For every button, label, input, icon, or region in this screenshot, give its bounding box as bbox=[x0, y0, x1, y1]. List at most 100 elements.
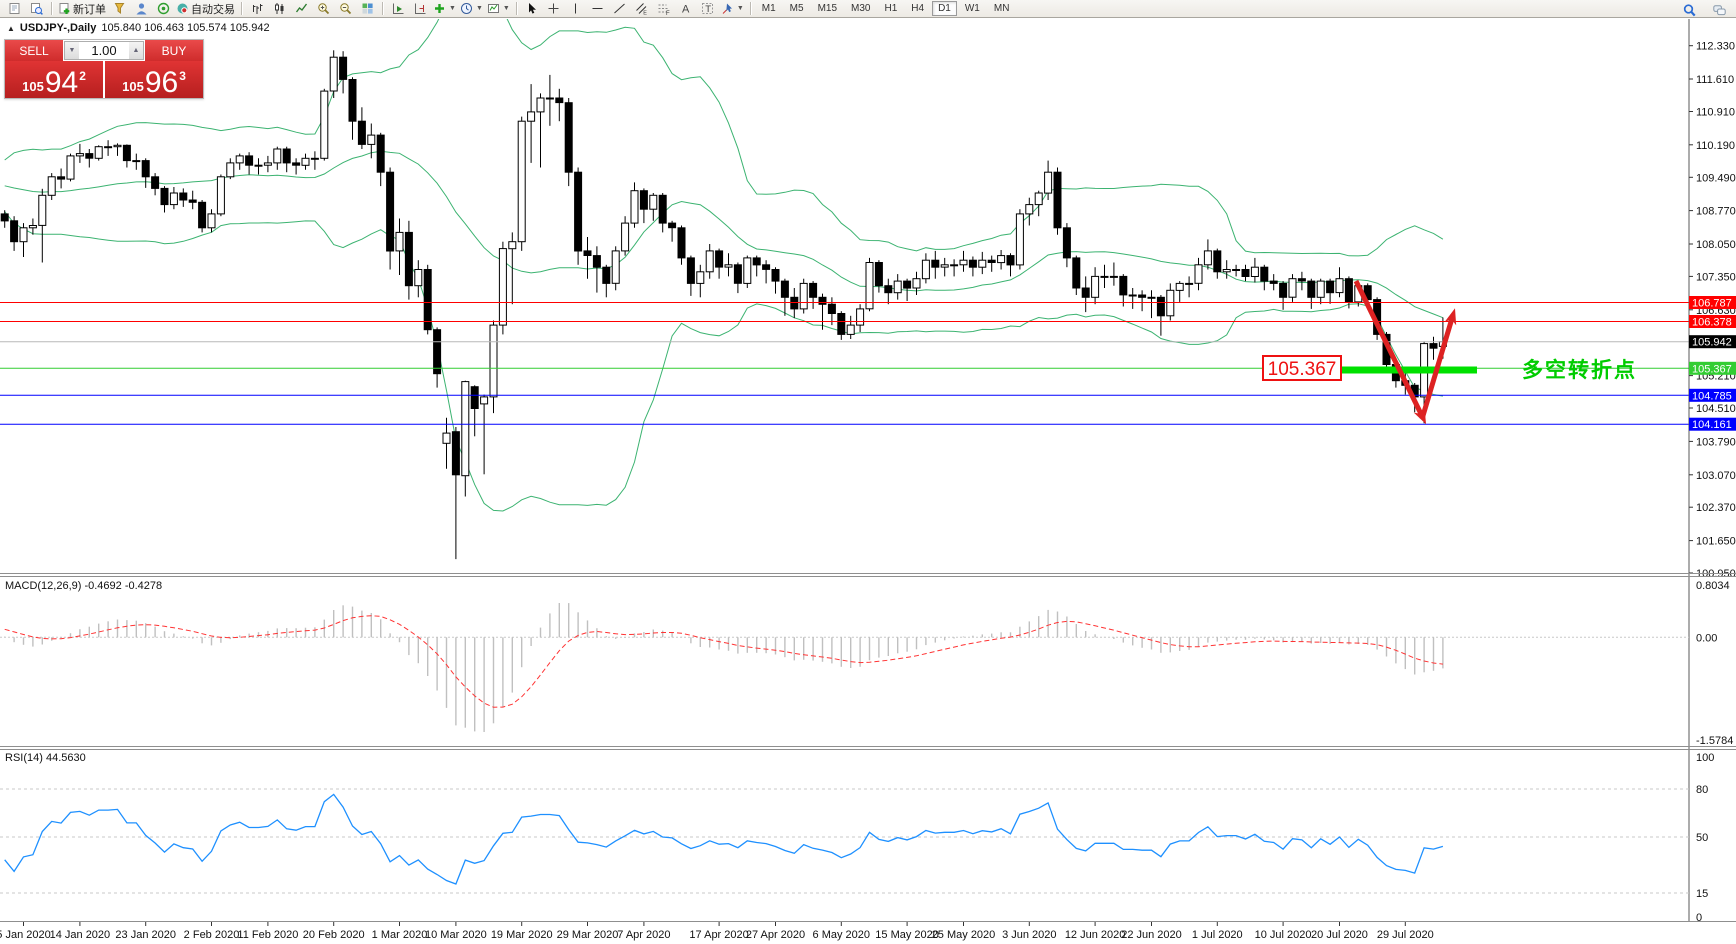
volume-down-button[interactable]: ▼ bbox=[65, 42, 79, 59]
crosshair-tool-button[interactable] bbox=[543, 1, 565, 17]
fibonacci-tool-button[interactable]: F bbox=[653, 1, 675, 17]
red-arrow-2[interactable] bbox=[1419, 308, 1457, 420]
community-button[interactable] bbox=[130, 1, 152, 17]
candle bbox=[1091, 275, 1100, 298]
price-tick: 104.510 bbox=[1696, 403, 1736, 415]
candle bbox=[574, 171, 583, 252]
templates-menu-button[interactable]: ▼ bbox=[485, 1, 512, 17]
autotrading-button[interactable]: 自动交易 bbox=[174, 1, 237, 17]
candle bbox=[1194, 264, 1203, 284]
data-funnel-button[interactable] bbox=[108, 1, 130, 17]
arrows-tool-button[interactable]: ▼ bbox=[719, 1, 746, 17]
volume-field[interactable]: ▼ 1.00 ▲ bbox=[64, 41, 144, 60]
autotrading-icon bbox=[177, 3, 188, 14]
sell-price-button[interactable]: 105 94 2 bbox=[5, 61, 103, 98]
candle bbox=[536, 97, 545, 113]
line-chart-mode-button[interactable] bbox=[290, 1, 312, 17]
candle bbox=[677, 227, 686, 259]
chart-shift-button[interactable] bbox=[409, 1, 431, 17]
new-order-label: 新订单 bbox=[73, 3, 106, 16]
add-indicator-button[interactable]: ▼ bbox=[431, 1, 458, 17]
bar-chart-mode-button[interactable] bbox=[246, 1, 268, 17]
candle bbox=[1429, 343, 1438, 349]
price-flag-text: 105.942 bbox=[1692, 337, 1732, 349]
candle bbox=[555, 97, 564, 104]
cursor-tool-icon bbox=[529, 3, 537, 14]
thick-green-bar[interactable] bbox=[1340, 366, 1477, 374]
price-tick: 111.610 bbox=[1696, 74, 1734, 86]
tile-windows-button[interactable] bbox=[356, 1, 378, 17]
red-arrow-1[interactable] bbox=[1353, 279, 1427, 425]
horizontal-line-tool-button[interactable] bbox=[587, 1, 609, 17]
pane-separators[interactable] bbox=[0, 573, 1736, 922]
svg-text:T: T bbox=[706, 4, 712, 15]
candle bbox=[28, 225, 37, 229]
candle bbox=[1015, 213, 1024, 266]
cn-annotation-text[interactable]: 多空转折点 bbox=[1522, 358, 1637, 382]
chart-profiles-button[interactable] bbox=[25, 1, 47, 17]
period-menu-dropdown-icon[interactable]: ▼ bbox=[475, 5, 483, 12]
rsi-scale-tick: 80 bbox=[1696, 784, 1708, 796]
candle bbox=[837, 313, 846, 335]
trendline-tool-button[interactable] bbox=[609, 1, 631, 17]
candle bbox=[1128, 294, 1137, 297]
search-button[interactable] bbox=[1678, 2, 1700, 18]
timeframe-MN-button[interactable]: MN bbox=[993, 3, 1010, 14]
auto-scroll-button[interactable] bbox=[387, 1, 409, 17]
timeframe-H1-button[interactable]: H1 bbox=[884, 3, 898, 14]
price-tick: 103.070 bbox=[1696, 470, 1736, 482]
date-tick: 19 Mar 2020 bbox=[491, 929, 553, 941]
candle bbox=[376, 134, 385, 173]
price-axis[interactable]: 112.330 111.610 110.910 110.190 109.490 108.7… bbox=[1688, 19, 1736, 922]
candle bbox=[151, 176, 160, 189]
tile-windows-icon bbox=[362, 3, 373, 14]
volume-value[interactable]: 1.00 bbox=[91, 43, 117, 58]
chat-button[interactable] bbox=[1708, 2, 1730, 18]
date-tick: 22 Jun 2020 bbox=[1121, 929, 1182, 941]
candle bbox=[903, 280, 912, 289]
collapse-icon[interactable]: ▲ bbox=[7, 23, 15, 33]
templates-menu-dropdown-icon[interactable]: ▼ bbox=[502, 5, 510, 12]
text-label-tool-button[interactable]: T bbox=[697, 1, 719, 17]
svg-text:E: E bbox=[644, 11, 648, 16]
volume-up-button[interactable]: ▲ bbox=[129, 42, 143, 59]
price-callout-text[interactable]: 105.367 bbox=[1268, 359, 1337, 380]
timeframe-M30-button[interactable]: M30 bbox=[851, 3, 871, 14]
line-chart-mode-icon bbox=[295, 3, 307, 13]
toolbar-separator bbox=[51, 2, 52, 15]
channel-tool-button[interactable]: E bbox=[631, 1, 653, 17]
candle bbox=[1147, 296, 1156, 299]
arrows-tool-dropdown-icon[interactable]: ▼ bbox=[736, 5, 744, 12]
buy-button[interactable]: BUY bbox=[145, 40, 203, 61]
sell-button[interactable]: SELL bbox=[5, 40, 63, 61]
candle bbox=[169, 192, 178, 206]
candle bbox=[273, 148, 282, 164]
candle bbox=[235, 155, 244, 164]
cursor-tool-button[interactable] bbox=[521, 1, 543, 17]
timeframe-M15-button[interactable]: M15 bbox=[817, 3, 838, 14]
timeframe-H4-button[interactable]: H4 bbox=[911, 3, 925, 14]
signals-button[interactable] bbox=[152, 1, 174, 17]
candle bbox=[94, 146, 103, 159]
timeframe-M5-button[interactable]: M5 bbox=[789, 3, 804, 14]
candle bbox=[1034, 192, 1043, 206]
period-menu-button[interactable]: ▼ bbox=[458, 1, 485, 17]
zoom-out-button[interactable] bbox=[334, 1, 356, 17]
candle bbox=[1335, 278, 1344, 294]
new-chart-button[interactable] bbox=[3, 1, 25, 17]
buy-price-button[interactable]: 105 96 3 bbox=[105, 61, 203, 98]
timeframe-M1-button[interactable]: M1 bbox=[761, 3, 776, 14]
vertical-line-tool-button[interactable] bbox=[565, 1, 587, 17]
macd-scale-tick: 0.00 bbox=[1696, 632, 1717, 644]
candle bbox=[470, 386, 479, 410]
timeframe-W1-button[interactable]: W1 bbox=[964, 3, 980, 14]
text-tool-button[interactable]: A bbox=[675, 1, 697, 17]
zoom-in-button[interactable] bbox=[312, 1, 334, 17]
new-order-button[interactable]: 新订单 bbox=[56, 1, 108, 17]
add-indicator-dropdown-icon[interactable]: ▼ bbox=[449, 5, 456, 12]
candle bbox=[85, 153, 94, 159]
price-callout-box[interactable] bbox=[1262, 355, 1342, 381]
timeframe-D1-button[interactable]: D1 bbox=[932, 1, 957, 16]
candle-chart-mode-button[interactable] bbox=[268, 1, 290, 17]
